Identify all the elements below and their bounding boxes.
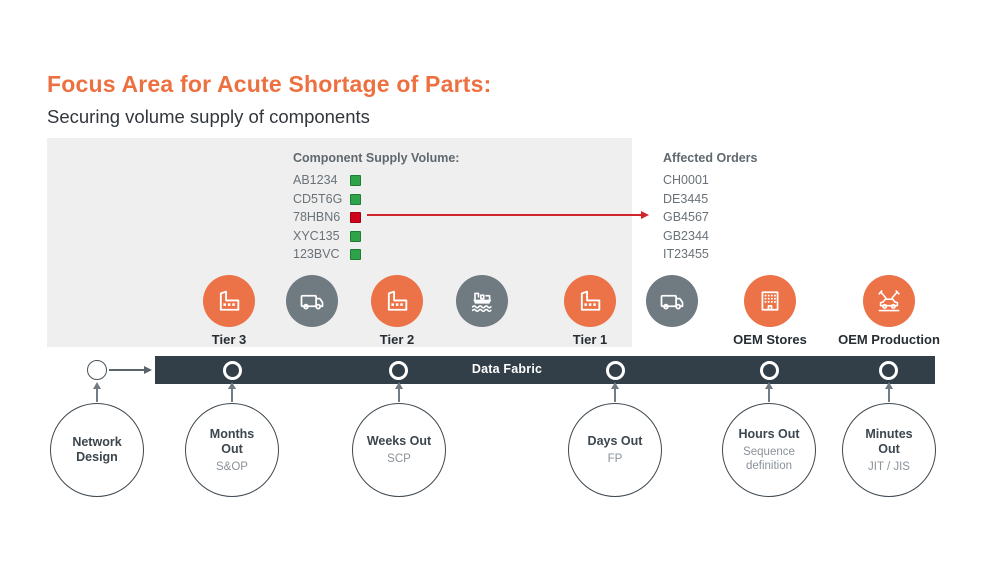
order-row: IT23455 [663,247,709,261]
component-id: 123BVC [293,247,340,261]
car-production-icon [878,290,900,312]
component-row: XYC135 [293,229,373,243]
milestone-title: Minutes Out [865,426,913,456]
node-circle [203,275,255,327]
fabric-node-icon [222,360,242,380]
data-fabric-bar [155,356,935,384]
up-arrow [888,388,890,402]
node-circle [286,275,338,327]
node-label: OEM Stores [733,332,807,347]
up-arrow [614,388,616,402]
milestone-network-design: Network Design [50,403,144,497]
component-row: 123BVC [293,247,373,261]
milestone-minutes-out: Minutes Out JIT / JIS [842,403,936,497]
page-title: Focus Area for Acute Shortage of Parts: [47,71,492,97]
node-circle [456,275,508,327]
shortage-arrow-head-icon [641,211,649,219]
affected-orders-heading: Affected Orders [663,151,758,165]
node-circle [863,275,915,327]
up-arrow-head-icon [764,382,773,389]
connector-arrow [109,369,144,371]
node-label: Tier 1 [572,332,608,347]
component-row: AB1234 [293,173,373,187]
up-arrow [96,388,98,402]
status-square-icon [350,175,361,186]
component-id: AB1234 [293,173,338,187]
shortage-arrow [367,214,641,216]
status-square-icon [350,249,361,260]
milestone-subtitle: JIT / JIS [868,460,910,473]
milestone-days-out: Days Out FP [568,403,662,497]
order-row: GB2344 [663,228,709,243]
fabric-node-icon [388,360,408,380]
up-arrow [398,388,400,402]
node-circle [744,275,796,327]
data-fabric-label: Data Fabric [471,362,543,376]
milestone-weeks-out: Weeks Out SCP [352,403,446,497]
up-arrow [768,388,770,402]
truck-icon [300,294,324,310]
milestone-subtitle: FP [607,453,623,465]
connector-arrow-head-icon [144,366,152,374]
node-label: Tier 2 [379,332,415,347]
order-row: CH0001 [663,173,709,187]
network-design-node-icon [87,360,107,380]
status-square-icon [350,193,361,205]
up-arrow-head-icon [610,382,619,389]
fabric-node-icon [878,360,898,380]
node-circle [371,275,423,327]
node-label: OEM Production [838,332,940,347]
fabric-node-icon [759,360,779,380]
status-square-icon [350,212,361,223]
component-id: 78HBN6 [293,210,341,224]
milestone-subtitle: S&OP [216,460,248,473]
milestone-months-out: Months Out S&OP [185,403,279,497]
factory-icon [387,290,408,311]
fabric-node-icon [605,360,625,380]
order-row: GB4567 [663,210,709,224]
status-square-icon [350,230,361,242]
milestone-hours-out: Hours Out Sequence definition [722,403,816,497]
milestone-title: Days Out [587,434,643,448]
order-row: DE3445 [663,191,709,206]
factory-icon [219,290,240,311]
node-circle [646,275,698,327]
factory-icon [580,290,601,311]
component-id: XYC135 [293,228,340,243]
component-id: CD5T6G [293,191,343,206]
ship-icon [471,292,492,313]
milestone-title: Network Design [72,435,122,464]
up-arrow-head-icon [884,382,893,389]
supply-panel [47,138,632,347]
component-row: 78HBN6 [293,210,373,224]
up-arrow-head-icon [92,382,101,389]
warehouse-icon [761,291,779,311]
page-subtitle: Securing volume supply of components [47,106,370,127]
milestone-title: Hours Out [738,427,800,441]
truck-icon [660,294,684,310]
node-label: Tier 3 [211,332,247,347]
up-arrow-head-icon [227,382,236,389]
component-supply-heading: Component Supply Volume: [293,151,460,165]
component-row: CD5T6G [293,192,373,206]
milestone-subtitle: SCP [387,453,411,465]
up-arrow [231,388,233,402]
up-arrow-head-icon [394,382,403,389]
milestone-title: Months Out [209,426,255,456]
milestone-subtitle: Sequence definition [743,446,795,472]
milestone-title: Weeks Out [366,434,432,448]
node-circle [564,275,616,327]
